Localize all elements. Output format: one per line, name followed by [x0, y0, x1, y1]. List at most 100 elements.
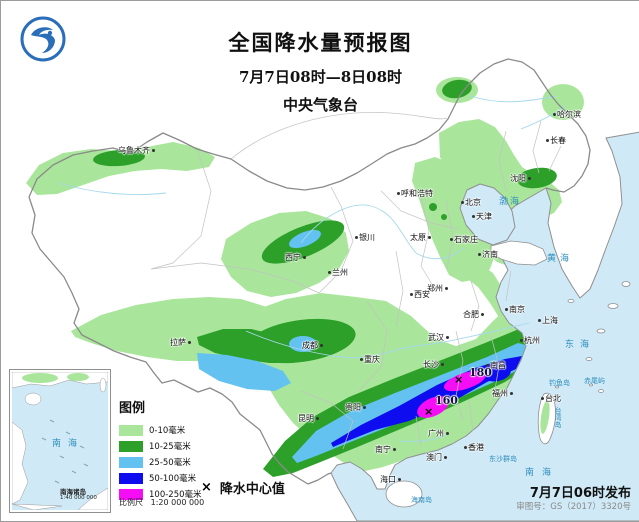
city-dot: [519, 338, 523, 342]
precip-center-value: 160: [435, 394, 458, 407]
city-label: 呼和浩特: [401, 189, 433, 198]
precip-dot-hebei-1: [429, 203, 437, 211]
city-label: 哈尔滨: [557, 110, 581, 119]
sea-label: 东海: [565, 340, 596, 350]
precip-area-harbin-light: [542, 84, 584, 120]
city-label: 成都: [302, 341, 318, 350]
city-dot: [480, 312, 484, 316]
city-label: 海口: [380, 475, 396, 484]
city-dot: [302, 255, 306, 259]
south-china-sea-inset: 南海 南海诸岛 1:40 000 000: [9, 369, 111, 513]
city-label: 北京: [465, 198, 481, 207]
city-label: 昆明: [298, 414, 314, 423]
city-dot: [445, 335, 449, 339]
hainan-island: [385, 480, 423, 508]
precip-center-hunan-magenta: [443, 370, 487, 392]
legend-title: 图例: [119, 401, 146, 416]
city-label: 长春: [550, 136, 566, 145]
sea-label: 赤尾屿: [584, 377, 605, 385]
city-label: 西安: [414, 290, 430, 299]
city-dot: [427, 235, 431, 239]
rivers: [58, 95, 567, 442]
city-dot: [354, 235, 358, 239]
scale-value: 1:20 000 000: [150, 498, 205, 507]
island-5: [567, 299, 575, 303]
mongolia-border: [230, 112, 448, 160]
city-label: 济南: [482, 250, 498, 259]
city-label: 兰州: [332, 268, 348, 277]
city-dot: [509, 391, 513, 395]
forecast-time-range: 7月7日08时—8日08时: [238, 68, 403, 86]
city-label: 沈阳: [510, 174, 526, 183]
precip-center-value: 180: [469, 366, 492, 379]
precip-dot-hebei-2: [441, 214, 447, 220]
sea-label: 东沙群岛: [489, 455, 517, 463]
cma-logo-icon: [20, 16, 66, 62]
city-dot: [460, 200, 464, 204]
legend-row: 10-25毫米: [119, 438, 202, 454]
city-dot: [552, 112, 556, 116]
city-dot: [527, 176, 531, 180]
precip-area-shenyang-dark: [517, 167, 557, 189]
city-dot: [463, 445, 467, 449]
city-label: 澳门: [426, 453, 442, 462]
city-dot: [485, 363, 489, 367]
island-6: [598, 389, 604, 393]
sea-label: 台湾岛: [554, 407, 562, 428]
legend-swatch: [119, 424, 143, 436]
sea-bohai: [459, 183, 516, 246]
chiwei-islet: [589, 383, 594, 387]
legend-swatch: [119, 456, 143, 468]
city-label: 武汉: [428, 333, 444, 342]
sea-label: 钓鱼岛: [549, 379, 570, 387]
legend-item-label: 0-10毫米: [149, 426, 186, 436]
city-dot: [359, 357, 363, 361]
city-label: 香港: [468, 443, 484, 452]
island-3: [585, 357, 593, 361]
city-label: 太原: [410, 233, 426, 242]
legend-row: 0-10毫米: [119, 422, 202, 438]
map-scale: 比例尺 1:20 000 000: [119, 497, 204, 508]
city-label: 台北: [545, 394, 561, 403]
city-dot: [187, 340, 191, 344]
city-dot: [151, 148, 155, 152]
province-borders: [150, 120, 562, 450]
legend: 图例 0-10毫米 10-25毫米 25-50毫米 50-100毫米 100-250毫米: [119, 397, 202, 502]
city-label: 上海: [542, 316, 558, 325]
city-dot: [397, 477, 401, 481]
legend-item-label: 25-50毫米: [149, 458, 191, 468]
precip-area-northeast-light: [439, 119, 562, 220]
city-dot: [477, 252, 481, 256]
city-dot: [409, 292, 413, 296]
inset-sea-label: 南海: [52, 439, 85, 449]
city-label: 拉萨: [170, 338, 186, 347]
precip-area-xinjiang-dark: [93, 149, 145, 167]
city-label: 南京: [509, 305, 525, 314]
precip-center-guizhou-magenta: [417, 396, 449, 418]
map-title: 全国降水量预报图: [228, 30, 413, 55]
island-4: [621, 281, 631, 287]
legend-item-label: 10-25毫米: [149, 442, 191, 452]
legend-item-label: 100-250毫米: [149, 490, 202, 500]
release-time: 7月7日06时发布: [529, 486, 631, 501]
city-label: 广州: [428, 429, 444, 438]
legend-swatch: [119, 488, 143, 500]
city-dot: [443, 455, 447, 459]
city-label: 石家庄: [454, 235, 478, 244]
city-label: 郑州: [427, 284, 443, 293]
city-dot: [445, 431, 449, 435]
precip-blob-fujian-darkblue: [485, 366, 511, 382]
taiwan-precip-light: [540, 400, 550, 434]
shandong-peninsula: [490, 240, 548, 266]
city-label: 天津: [476, 212, 492, 221]
city-dot: [504, 307, 508, 311]
sea-label: 渤海: [499, 197, 522, 207]
inset-scale: 1:40 000 000: [60, 495, 97, 501]
city-dot: [315, 416, 319, 420]
city-label: 福州: [492, 389, 508, 398]
sea-label: 黄海: [547, 254, 574, 264]
city-label: 合肥: [463, 310, 479, 319]
city-label: 杭州: [524, 336, 540, 345]
